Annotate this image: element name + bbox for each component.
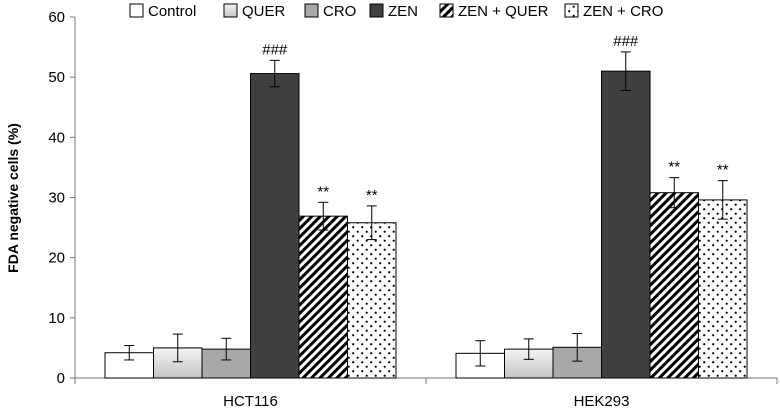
bar bbox=[201, 348, 251, 379]
significance-label: ** bbox=[717, 162, 729, 179]
y-tick-label: 20 bbox=[48, 250, 65, 267]
significance-label: ** bbox=[668, 159, 680, 176]
significance-label: ** bbox=[317, 183, 329, 200]
bar bbox=[250, 73, 300, 379]
legend: Control QUER CRO ZEN ZEN + QUER ZEN + CRO bbox=[129, 3, 663, 20]
legend-label: CRO bbox=[323, 3, 356, 20]
legend-swatch bbox=[304, 3, 319, 18]
legend-swatch bbox=[129, 3, 144, 18]
bar bbox=[698, 199, 748, 379]
y-tick-label: 40 bbox=[48, 129, 65, 146]
x-tick-label: HEK293 bbox=[574, 393, 630, 410]
y-tick-label: 30 bbox=[48, 190, 65, 207]
legend-swatch bbox=[564, 3, 579, 18]
y-tick-label: 50 bbox=[48, 69, 65, 86]
significance-label: ### bbox=[262, 41, 288, 58]
bar bbox=[601, 70, 651, 379]
legend-swatch bbox=[223, 3, 238, 18]
x-tick-label: HCT116 bbox=[223, 393, 278, 410]
legend-label: Control bbox=[148, 3, 196, 20]
legend-label: ZEN + QUER bbox=[458, 3, 549, 20]
bar bbox=[298, 215, 348, 379]
y-tick-label: 10 bbox=[48, 310, 65, 327]
y-tick-label: 60 bbox=[48, 9, 65, 26]
legend-swatch bbox=[369, 3, 384, 18]
legend-swatch bbox=[439, 3, 454, 18]
legend-label: ZEN + CRO bbox=[583, 3, 663, 20]
bar bbox=[347, 222, 397, 379]
y-tick-label: 0 bbox=[57, 370, 65, 387]
bars: ### ** ** ### ** ** bbox=[104, 33, 748, 379]
axes: 0 10 20 30 40 50 60 HCT116 HEK293 bbox=[48, 9, 778, 410]
legend-label: ZEN bbox=[388, 3, 418, 20]
y-axis-label: FDA negative cells (%) bbox=[5, 123, 21, 273]
bar bbox=[649, 192, 699, 379]
legend-label: QUER bbox=[242, 3, 286, 20]
significance-label: ### bbox=[613, 33, 639, 50]
significance-label: ** bbox=[366, 187, 378, 204]
